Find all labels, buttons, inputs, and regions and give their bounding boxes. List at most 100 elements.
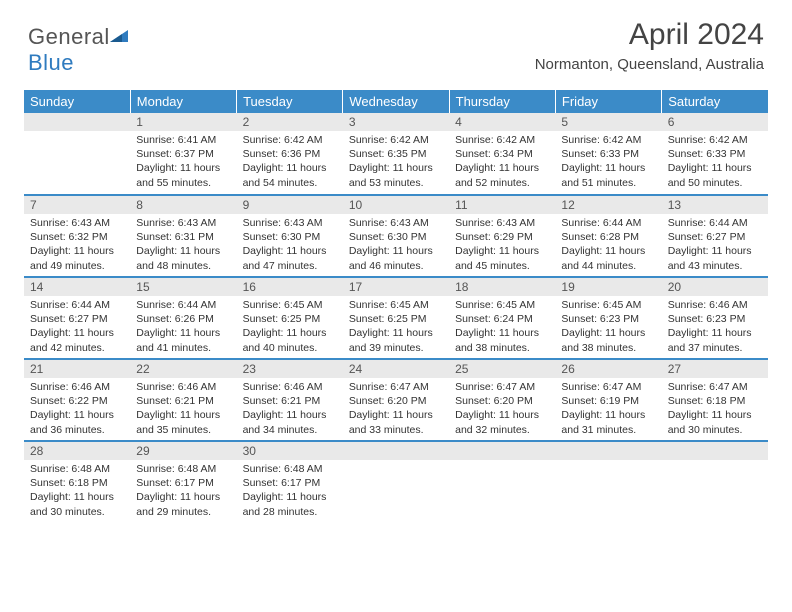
day-number: 13 <box>662 196 768 214</box>
day-info: Sunrise: 6:42 AMSunset: 6:33 PMDaylight:… <box>555 131 661 192</box>
calendar-day-cell: 28Sunrise: 6:48 AMSunset: 6:18 PMDayligh… <box>24 441 130 523</box>
day-info: Sunrise: 6:45 AMSunset: 6:25 PMDaylight:… <box>237 296 343 357</box>
brand-name: GeneralBlue <box>28 24 130 76</box>
day-number: 22 <box>130 360 236 378</box>
calendar-day-cell <box>555 441 661 523</box>
calendar-day-cell: 3Sunrise: 6:42 AMSunset: 6:35 PMDaylight… <box>343 113 449 195</box>
day-number: 10 <box>343 196 449 214</box>
day-info: Sunrise: 6:47 AMSunset: 6:18 PMDaylight:… <box>662 378 768 439</box>
calendar-week-row: 14Sunrise: 6:44 AMSunset: 6:27 PMDayligh… <box>24 277 768 359</box>
day-number: 11 <box>449 196 555 214</box>
day-number: 19 <box>555 278 661 296</box>
day-info: Sunrise: 6:48 AMSunset: 6:17 PMDaylight:… <box>237 460 343 521</box>
weekday-header: Thursday <box>449 90 555 113</box>
calendar-day-cell: 26Sunrise: 6:47 AMSunset: 6:19 PMDayligh… <box>555 359 661 441</box>
day-info: Sunrise: 6:43 AMSunset: 6:31 PMDaylight:… <box>130 214 236 275</box>
weekday-header: Sunday <box>24 90 130 113</box>
calendar-day-cell <box>24 113 130 195</box>
weekday-header: Tuesday <box>237 90 343 113</box>
day-number: 4 <box>449 113 555 131</box>
day-number-empty <box>449 442 555 460</box>
day-info: Sunrise: 6:43 AMSunset: 6:30 PMDaylight:… <box>237 214 343 275</box>
calendar-day-cell: 21Sunrise: 6:46 AMSunset: 6:22 PMDayligh… <box>24 359 130 441</box>
page-header: GeneralBlue April 2024 Normanton, Queens… <box>0 0 792 76</box>
day-info: Sunrise: 6:42 AMSunset: 6:33 PMDaylight:… <box>662 131 768 192</box>
calendar-day-cell: 29Sunrise: 6:48 AMSunset: 6:17 PMDayligh… <box>130 441 236 523</box>
day-number: 5 <box>555 113 661 131</box>
brand-part1: General <box>28 24 110 49</box>
calendar-day-cell: 11Sunrise: 6:43 AMSunset: 6:29 PMDayligh… <box>449 195 555 277</box>
day-number: 30 <box>237 442 343 460</box>
weekday-header: Monday <box>130 90 236 113</box>
day-number: 12 <box>555 196 661 214</box>
day-number: 15 <box>130 278 236 296</box>
weekday-header: Wednesday <box>343 90 449 113</box>
day-number: 24 <box>343 360 449 378</box>
day-number: 6 <box>662 113 768 131</box>
day-number-empty <box>24 113 130 131</box>
calendar-day-cell: 20Sunrise: 6:46 AMSunset: 6:23 PMDayligh… <box>662 277 768 359</box>
day-number-empty <box>343 442 449 460</box>
calendar-day-cell: 24Sunrise: 6:47 AMSunset: 6:20 PMDayligh… <box>343 359 449 441</box>
calendar-week-row: 21Sunrise: 6:46 AMSunset: 6:22 PMDayligh… <box>24 359 768 441</box>
day-info: Sunrise: 6:46 AMSunset: 6:21 PMDaylight:… <box>237 378 343 439</box>
day-info: Sunrise: 6:41 AMSunset: 6:37 PMDaylight:… <box>130 131 236 192</box>
day-info: Sunrise: 6:42 AMSunset: 6:36 PMDaylight:… <box>237 131 343 192</box>
day-number: 26 <box>555 360 661 378</box>
brand-part2: Blue <box>28 50 74 75</box>
day-number: 23 <box>237 360 343 378</box>
day-number: 9 <box>237 196 343 214</box>
calendar-day-cell <box>449 441 555 523</box>
day-info: Sunrise: 6:46 AMSunset: 6:22 PMDaylight:… <box>24 378 130 439</box>
calendar-day-cell <box>662 441 768 523</box>
day-number: 27 <box>662 360 768 378</box>
day-info: Sunrise: 6:45 AMSunset: 6:23 PMDaylight:… <box>555 296 661 357</box>
day-number: 14 <box>24 278 130 296</box>
brand-logo: GeneralBlue <box>28 18 130 76</box>
day-info: Sunrise: 6:47 AMSunset: 6:19 PMDaylight:… <box>555 378 661 439</box>
day-info: Sunrise: 6:43 AMSunset: 6:32 PMDaylight:… <box>24 214 130 275</box>
calendar-day-cell: 1Sunrise: 6:41 AMSunset: 6:37 PMDaylight… <box>130 113 236 195</box>
day-number: 21 <box>24 360 130 378</box>
day-info: Sunrise: 6:42 AMSunset: 6:34 PMDaylight:… <box>449 131 555 192</box>
day-number: 8 <box>130 196 236 214</box>
day-number: 3 <box>343 113 449 131</box>
calendar-day-cell: 8Sunrise: 6:43 AMSunset: 6:31 PMDaylight… <box>130 195 236 277</box>
day-info: Sunrise: 6:44 AMSunset: 6:27 PMDaylight:… <box>662 214 768 275</box>
calendar-day-cell: 17Sunrise: 6:45 AMSunset: 6:25 PMDayligh… <box>343 277 449 359</box>
calendar-day-cell: 25Sunrise: 6:47 AMSunset: 6:20 PMDayligh… <box>449 359 555 441</box>
calendar-day-cell: 22Sunrise: 6:46 AMSunset: 6:21 PMDayligh… <box>130 359 236 441</box>
day-number: 1 <box>130 113 236 131</box>
calendar-day-cell: 19Sunrise: 6:45 AMSunset: 6:23 PMDayligh… <box>555 277 661 359</box>
day-number: 17 <box>343 278 449 296</box>
calendar-table: SundayMondayTuesdayWednesdayThursdayFrid… <box>24 90 768 523</box>
calendar-body: 1Sunrise: 6:41 AMSunset: 6:37 PMDaylight… <box>24 113 768 523</box>
day-info: Sunrise: 6:44 AMSunset: 6:26 PMDaylight:… <box>130 296 236 357</box>
month-title: April 2024 <box>535 18 764 52</box>
calendar-day-cell: 12Sunrise: 6:44 AMSunset: 6:28 PMDayligh… <box>555 195 661 277</box>
calendar-day-cell: 14Sunrise: 6:44 AMSunset: 6:27 PMDayligh… <box>24 277 130 359</box>
day-number: 2 <box>237 113 343 131</box>
day-number: 29 <box>130 442 236 460</box>
triangle-icon <box>110 24 130 50</box>
day-number: 20 <box>662 278 768 296</box>
calendar-day-cell: 10Sunrise: 6:43 AMSunset: 6:30 PMDayligh… <box>343 195 449 277</box>
day-info: Sunrise: 6:46 AMSunset: 6:23 PMDaylight:… <box>662 296 768 357</box>
day-info: Sunrise: 6:48 AMSunset: 6:18 PMDaylight:… <box>24 460 130 521</box>
location-label: Normanton, Queensland, Australia <box>535 56 764 73</box>
calendar-day-cell: 2Sunrise: 6:42 AMSunset: 6:36 PMDaylight… <box>237 113 343 195</box>
calendar-day-cell: 7Sunrise: 6:43 AMSunset: 6:32 PMDaylight… <box>24 195 130 277</box>
day-number: 18 <box>449 278 555 296</box>
day-number: 7 <box>24 196 130 214</box>
calendar-day-cell: 27Sunrise: 6:47 AMSunset: 6:18 PMDayligh… <box>662 359 768 441</box>
day-info: Sunrise: 6:45 AMSunset: 6:24 PMDaylight:… <box>449 296 555 357</box>
calendar-day-cell: 16Sunrise: 6:45 AMSunset: 6:25 PMDayligh… <box>237 277 343 359</box>
day-info: Sunrise: 6:47 AMSunset: 6:20 PMDaylight:… <box>343 378 449 439</box>
day-number-empty <box>662 442 768 460</box>
day-number: 25 <box>449 360 555 378</box>
calendar-day-cell: 6Sunrise: 6:42 AMSunset: 6:33 PMDaylight… <box>662 113 768 195</box>
day-info: Sunrise: 6:44 AMSunset: 6:28 PMDaylight:… <box>555 214 661 275</box>
calendar-day-cell: 13Sunrise: 6:44 AMSunset: 6:27 PMDayligh… <box>662 195 768 277</box>
day-info: Sunrise: 6:48 AMSunset: 6:17 PMDaylight:… <box>130 460 236 521</box>
calendar-day-cell: 23Sunrise: 6:46 AMSunset: 6:21 PMDayligh… <box>237 359 343 441</box>
